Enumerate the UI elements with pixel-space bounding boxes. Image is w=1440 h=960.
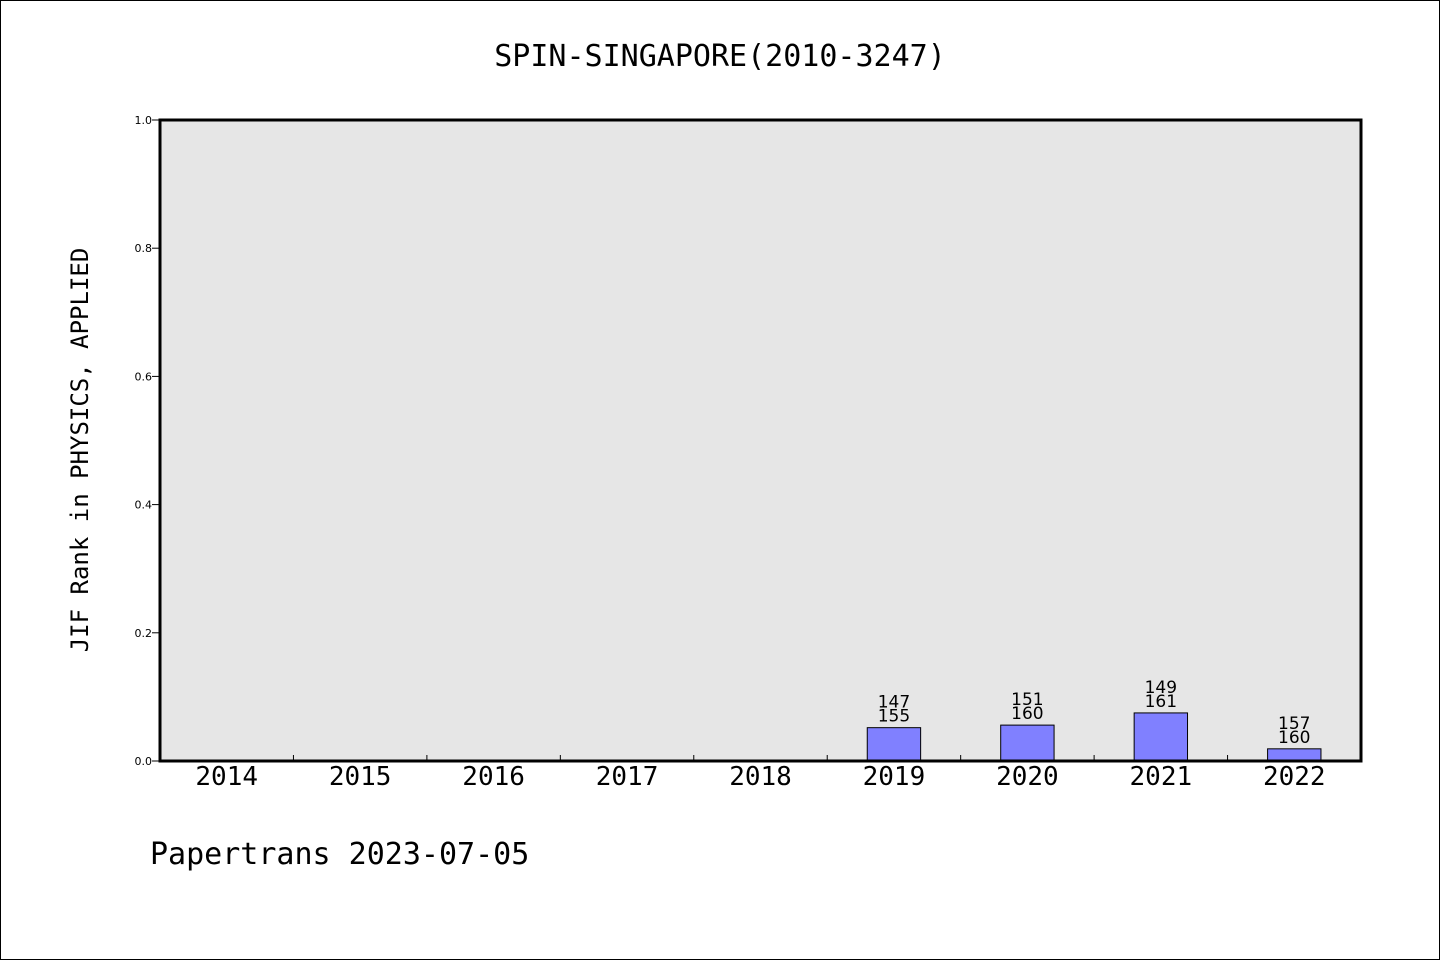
x-tick-label: 2022	[1263, 762, 1326, 792]
x-tick-label: 2020	[996, 762, 1059, 792]
bar-2019	[866, 727, 922, 762]
bar-2021	[1133, 712, 1189, 762]
bar-total-label: 155	[878, 707, 910, 727]
bar-rank-label: 157	[1278, 714, 1310, 734]
x-tick-label: 2014	[195, 762, 258, 792]
chart-title: SPIN-SINGAPORE(2010-3247)	[494, 39, 946, 74]
x-tick-label: 2021	[1130, 762, 1193, 792]
bar-rank-label: 151	[1011, 690, 1043, 710]
x-tick-label: 2015	[329, 762, 392, 792]
y-axis: 0.0 0.2 0.4 0.6 0.8 1.0	[135, 114, 160, 768]
bar-total-label: 160	[1278, 728, 1310, 748]
bar-total-label: 160	[1011, 704, 1043, 724]
bar-rank-label: 149	[1145, 678, 1177, 698]
y-axis-label: JIF Rank in PHYSICS, APPLIED	[66, 248, 94, 653]
footer-text: Papertrans 2023-07-05	[150, 837, 529, 872]
bar-2022	[1267, 748, 1322, 762]
plot-border	[158, 118, 1363, 763]
bar-rank-label: 147	[878, 693, 910, 713]
y-tick-label: 0.8	[135, 242, 153, 255]
y-tick-label: 0.0	[135, 755, 153, 768]
x-tick-label: 2016	[462, 762, 525, 792]
bar-total-label: 161	[1145, 692, 1177, 712]
y-tick-label: 0.4	[135, 499, 153, 512]
x-axis: 2014 2015 2016 2017 2018 2019 2020 2021 2022	[195, 755, 1326, 792]
plot-area	[160, 120, 1361, 761]
y-tick-label: 0.2	[135, 627, 153, 640]
y-tick-label: 0.6	[135, 370, 153, 383]
x-tick-label: 2017	[596, 762, 659, 792]
x-tick-label: 2019	[863, 762, 926, 792]
x-tick-label: 2018	[729, 762, 792, 792]
y-tick-label: 1.0	[135, 114, 153, 127]
bar-2020	[1000, 724, 1055, 762]
